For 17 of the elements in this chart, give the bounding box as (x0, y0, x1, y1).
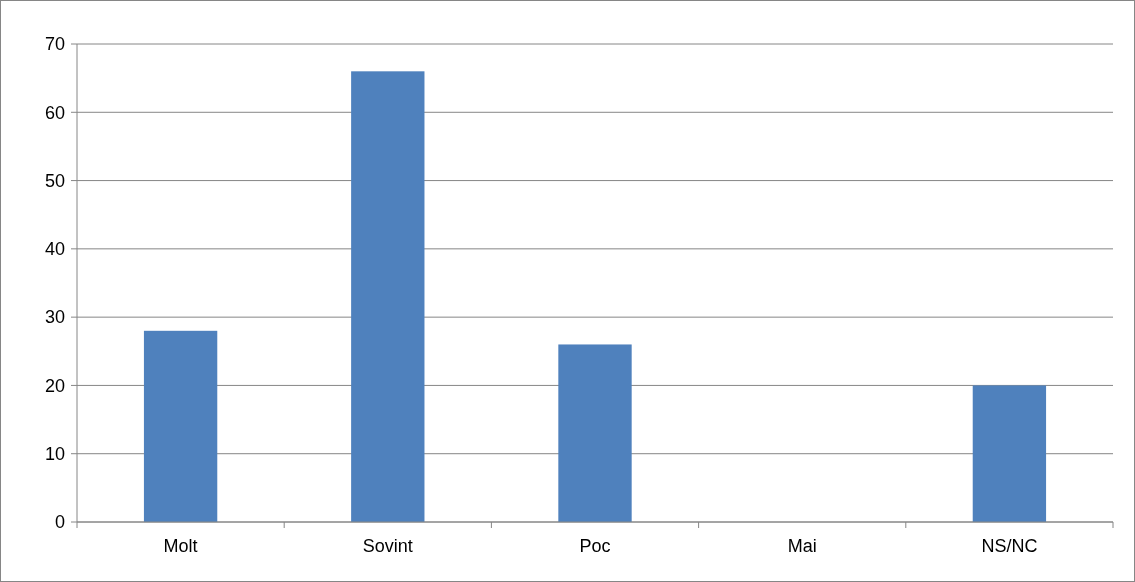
bar (972, 385, 1047, 522)
x-tick-label: NS/NC (981, 536, 1038, 556)
y-tick-label: 60 (44, 102, 65, 123)
x-tick-label: Mai (787, 536, 817, 556)
bar (143, 330, 218, 522)
bar (558, 344, 632, 522)
y-tick-label: 0 (54, 512, 65, 533)
y-tick-label: 50 (44, 170, 65, 191)
y-tick-label: 10 (44, 444, 65, 465)
y-tick-label: 20 (44, 375, 65, 396)
y-tick-label: 40 (44, 239, 65, 260)
x-tick-label: Molt (163, 536, 198, 556)
y-tick-label: 30 (44, 307, 65, 328)
x-tick-label: Sovint (362, 536, 413, 556)
bar (351, 71, 425, 522)
x-tick-label: Poc (579, 536, 611, 556)
y-tick-label: 70 (44, 34, 65, 55)
